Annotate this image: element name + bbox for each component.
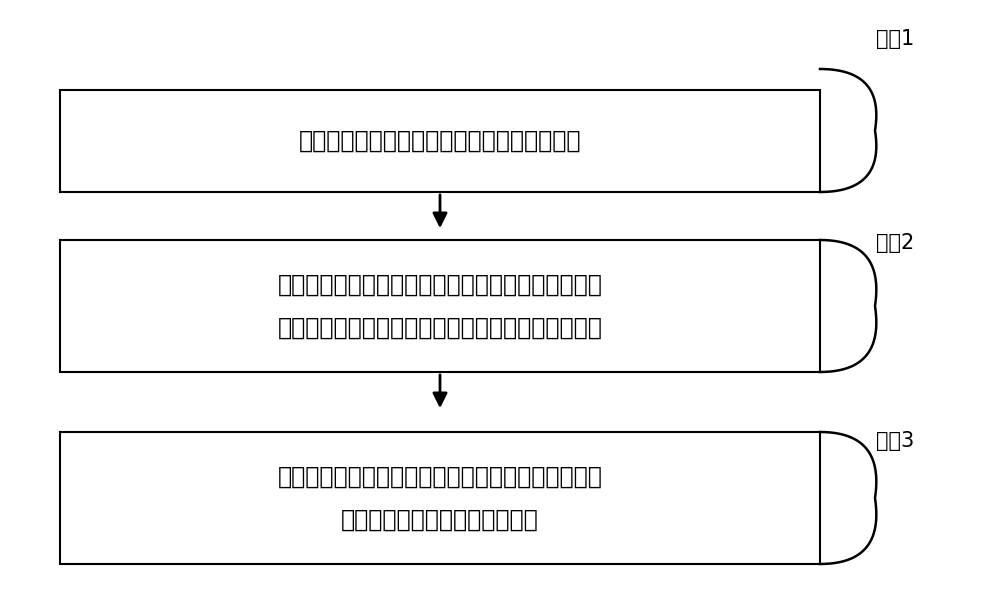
FancyBboxPatch shape bbox=[60, 240, 820, 372]
Text: 步骤3: 步骤3 bbox=[876, 431, 914, 451]
Text: 搭建电动汽车动力电池的实体热管理台架系统: 搭建电动汽车动力电池的实体热管理台架系统 bbox=[299, 129, 581, 153]
Text: 采用正交试验方法，确定所述电动汽车动力电池在不
同因素水平下的冷却液控制参数: 采用正交试验方法，确定所述电动汽车动力电池在不 同因素水平下的冷却液控制参数 bbox=[278, 464, 602, 532]
FancyBboxPatch shape bbox=[60, 432, 820, 564]
Text: 步骤1: 步骤1 bbox=[876, 29, 914, 49]
Text: 步骤2: 步骤2 bbox=[876, 233, 914, 253]
Text: 根据所述电动汽车动力电池的实体热管理系统，建立
与其一致的电动汽车动力电池的热管理系统仿真模型: 根据所述电动汽车动力电池的实体热管理系统，建立 与其一致的电动汽车动力电池的热管… bbox=[278, 272, 602, 340]
FancyBboxPatch shape bbox=[60, 90, 820, 192]
